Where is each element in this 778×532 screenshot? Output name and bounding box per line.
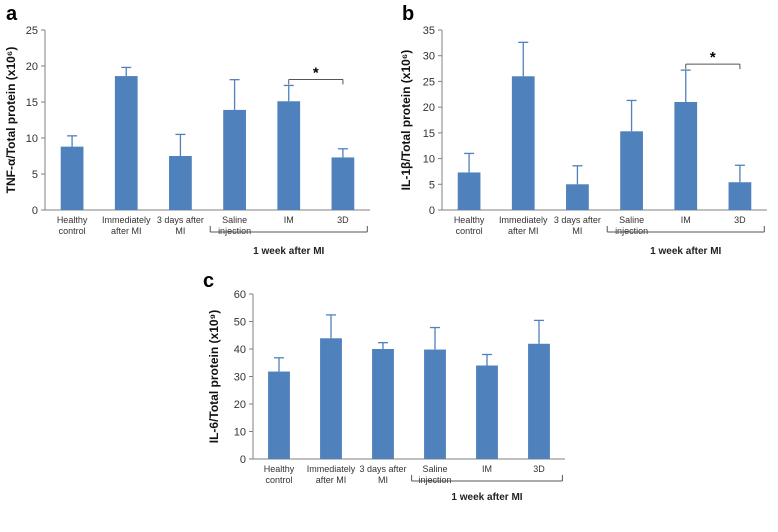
y-tick-label: 20: [26, 61, 38, 73]
y-tick-label: 0: [32, 205, 38, 217]
category-label: 3D: [533, 464, 545, 474]
category-label: 3 days after: [554, 215, 601, 225]
y-tick-label: 15: [26, 97, 38, 109]
y-axis-label: IL-6/Total protein (x10⁹): [207, 310, 221, 443]
category-label: Saline: [422, 464, 447, 474]
bar: [331, 157, 355, 210]
y-tick-label: 25: [26, 25, 38, 37]
category-label: control: [59, 226, 86, 236]
category-label: control: [265, 475, 292, 485]
bar: [424, 349, 446, 459]
category-label: Healthy: [264, 464, 295, 474]
bar: [60, 146, 84, 210]
category-label: IM: [482, 464, 492, 474]
category-label: 3 days after: [157, 215, 204, 225]
bar: [223, 109, 246, 210]
y-tick-label: 40: [234, 344, 246, 356]
y-tick-label: 60: [234, 289, 246, 301]
bar: [728, 182, 752, 210]
bar: [620, 131, 643, 210]
significance-star: *: [313, 64, 319, 81]
category-label: MI: [175, 226, 185, 236]
bar: [566, 184, 589, 210]
y-tick-label: 30: [234, 372, 246, 384]
y-axis-label: TNF-α/Total protein (x10⁶): [4, 47, 18, 194]
category-label: control: [456, 226, 483, 236]
panel-a: a TNF-α/Total protein (x10⁶) 0 5 10 15 20 25 Hea…: [4, 3, 370, 257]
bar: [372, 349, 394, 459]
y-tick-label: 10: [423, 154, 435, 166]
bar: [320, 338, 342, 459]
panel-letter: a: [6, 3, 18, 25]
y-tick-label: 5: [429, 179, 435, 191]
category-label: Immediately: [102, 215, 151, 225]
bar: [674, 102, 698, 210]
category-label: Healthy: [57, 215, 88, 225]
y-tick-label: 20: [234, 399, 246, 411]
category-label: injection: [218, 226, 251, 236]
panel-letter: b: [402, 3, 414, 25]
y-tick-label: 15: [423, 128, 435, 140]
y-tick-label: 10: [234, 427, 246, 439]
bar: [528, 343, 550, 459]
bar: [511, 76, 535, 211]
group-label: 1 week after MI: [650, 246, 721, 257]
category-label: 3 days after: [359, 464, 406, 474]
category-label: Immediately: [499, 215, 548, 225]
category-label: 3D: [337, 215, 349, 225]
category-label: Saline: [619, 215, 644, 225]
y-tick-label: 25: [423, 76, 435, 88]
significance-star: *: [710, 49, 716, 66]
category-label: 3D: [734, 215, 746, 225]
y-axis-label: IL-1β/Total protein (x10⁶): [399, 50, 413, 191]
y-tick-label: 35: [423, 25, 435, 37]
y-tick-label: 30: [423, 51, 435, 63]
category-label: injection: [615, 226, 648, 236]
bar: [277, 101, 301, 210]
y-tick-label: 5: [32, 169, 38, 181]
category-label: after MI: [316, 475, 347, 485]
category-label: after MI: [508, 226, 539, 236]
bar: [114, 76, 138, 210]
panel-c: c IL-6/Total protein (x10⁹) 0 10 20 30 40 50 60 H…: [203, 270, 565, 503]
y-tick-label: 20: [423, 102, 435, 114]
y-tick-label: 10: [26, 133, 38, 145]
category-label: IM: [681, 215, 691, 225]
bar: [476, 365, 498, 459]
panel-b: b IL-1β/Total protein (x10⁶) 0 5 10 15 20 25 30 3…: [399, 3, 767, 257]
bar: [268, 371, 290, 459]
category-label: injection: [418, 475, 451, 485]
y-tick-label: 0: [240, 454, 246, 466]
category-label: Immediately: [307, 464, 356, 474]
group-label: 1 week after MI: [451, 492, 522, 503]
bar: [169, 156, 192, 210]
category-label: Saline: [222, 215, 247, 225]
bar: [457, 172, 481, 210]
group-label: 1 week after MI: [253, 246, 324, 257]
category-label: after MI: [111, 226, 142, 236]
category-label: IM: [284, 215, 294, 225]
y-tick-label: 0: [429, 205, 435, 217]
category-label: MI: [572, 226, 582, 236]
panel-letter: c: [203, 270, 214, 292]
y-tick-label: 50: [234, 317, 246, 329]
category-label: MI: [378, 475, 388, 485]
category-label: Healthy: [454, 215, 485, 225]
